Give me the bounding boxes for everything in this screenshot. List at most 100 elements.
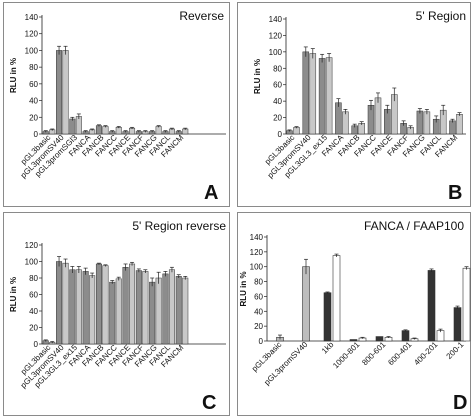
y-axis-label-c: RLU in %	[9, 277, 18, 312]
bar-b-0-1	[302, 51, 310, 135]
bar-c-1-6	[129, 263, 136, 345]
panel-letter-b: B	[448, 182, 462, 204]
chart-title-a: Reverse	[179, 9, 224, 23]
bar-d-11	[436, 330, 445, 342]
x-tick-label-d: 1kb	[320, 340, 336, 356]
bar-b-0-3	[335, 102, 342, 135]
panel-c: 5' Region reverse RLU in % 0 20 40 60 80 100 120…	[3, 212, 230, 416]
bar-d-3	[332, 255, 341, 342]
y-tick-label-d: 140	[250, 233, 264, 242]
panel-letter-c: C	[202, 392, 216, 414]
bar-c-1-10	[182, 277, 189, 345]
bar-b-0-10	[449, 120, 456, 135]
chart-title-b: 5' Region	[416, 9, 466, 23]
bar-b-1-10	[456, 114, 463, 135]
y-tick-label-a: 80	[29, 63, 38, 72]
y-tick-label-d: 40	[254, 307, 263, 316]
bar-a-1-8	[155, 126, 162, 135]
bar-b-1-0	[293, 127, 300, 135]
bar-c-0-2	[69, 269, 76, 345]
y-tick-label-c: 0	[34, 340, 39, 349]
chart-c: 5' Region reverse RLU in % 0 20 40 60 80 100 120…	[9, 219, 226, 414]
panel-a: Reverse RLU in % 0 20 40 60 80 100 120 140 pGL3bas…	[3, 2, 230, 207]
bar-d-10	[427, 270, 436, 342]
bar-a-1-6	[129, 127, 136, 135]
y-tick-label-c: 20	[29, 324, 38, 333]
chart-title-d: FANCA / FAAP100	[364, 219, 464, 233]
y-tick-label-c: 80	[29, 274, 38, 283]
bar-c-0-3	[82, 271, 89, 345]
y-tick-label-b: 20	[273, 114, 282, 123]
y-tick-label-a: 100	[25, 46, 39, 55]
y-tick-label-a: 0	[34, 130, 39, 139]
y-tick-label-d: 20	[254, 322, 263, 331]
bar-c-1-7	[142, 271, 149, 345]
panel-b: 5' Region RLU in % 0 20 40 60 80 100 120 140 pGL3b…	[237, 2, 471, 207]
bar-c-0-10	[175, 276, 182, 345]
x-tick-label-d: 400-201	[412, 340, 440, 368]
y-axis-label-d: RLU in %	[239, 271, 248, 306]
y-tick-label-b: 80	[273, 64, 282, 73]
bar-a-1-5	[115, 127, 122, 135]
y-tick-label-a: 40	[29, 97, 38, 106]
bar-b-1-3	[342, 111, 349, 135]
bar-d-4	[349, 339, 358, 342]
panel-letter-d: D	[453, 392, 467, 414]
bar-c-1-5	[115, 278, 122, 345]
y-tick-label-b: 0	[278, 130, 283, 139]
bar-b-1-1	[309, 53, 317, 135]
bar-c-1-8	[155, 277, 162, 345]
y-tick-label-b: 100	[269, 48, 283, 57]
bar-b-0-2	[318, 58, 326, 135]
bar-c-1-3	[89, 275, 96, 345]
bar-d-1	[302, 266, 310, 342]
y-tick-label-d: 100	[250, 263, 264, 272]
chart-title-c: 5' Region reverse	[132, 219, 226, 233]
chart-d: FANCA / FAAP100 RLU in % 0 20 40 60 80 100 120 14…	[239, 219, 471, 414]
y-tick-label-b: 140	[269, 15, 283, 24]
y-tick-label-a: 120	[25, 30, 39, 39]
bar-a-1-2	[75, 116, 82, 135]
y-tick-label-c: 60	[29, 291, 38, 300]
y-tick-label-c: 100	[25, 258, 39, 267]
y-tick-label-c: 40	[29, 307, 38, 316]
y-tick-label-a: 60	[29, 80, 38, 89]
bar-b-1-5	[374, 97, 382, 135]
bar-c-0-6	[122, 267, 129, 345]
bar-c-1-2	[75, 269, 82, 345]
bar-d-12	[453, 307, 462, 342]
x-tick-label-d: 600-401	[386, 340, 414, 368]
y-tick-label-b: 120	[269, 31, 283, 40]
bar-d-2	[323, 292, 332, 342]
y-tick-label-d: 60	[254, 292, 263, 301]
y-tick-label-d: 80	[254, 278, 263, 287]
bar-d-8	[401, 330, 410, 342]
bar-c-0-9	[162, 273, 169, 345]
bar-a-0-2	[69, 118, 76, 135]
bar-a-0-4	[95, 125, 102, 135]
x-tick-label-d: 1000-801	[331, 340, 362, 371]
y-tick-label-d: 120	[250, 248, 264, 257]
bar-c-0-5	[109, 281, 116, 345]
bar-a-1-4	[102, 126, 109, 135]
bar-a-1-1	[62, 50, 69, 135]
y-tick-label-a: 20	[29, 113, 38, 122]
y-axis-label-a: RLU in %	[9, 58, 18, 93]
bar-b-0-8	[416, 110, 424, 135]
bar-c-0-7	[135, 270, 142, 345]
panel-letter-a: A	[204, 182, 218, 204]
bar-c-0-1	[56, 261, 63, 345]
bar-c-0-8	[149, 281, 156, 345]
bar-c-0-4	[95, 263, 102, 345]
y-tick-label-b: 60	[273, 81, 282, 90]
bar-c-1-9	[168, 269, 175, 345]
bar-c-1-1	[62, 262, 69, 345]
bar-b-1-2	[325, 57, 333, 135]
y-tick-label-b: 40	[273, 97, 282, 106]
y-tick-label-a: 140	[25, 13, 39, 22]
y-axis-label-b: RLU in %	[253, 59, 262, 94]
x-tick-label-d: 800-601	[360, 340, 388, 368]
y-tick-label-c: 120	[25, 241, 39, 250]
